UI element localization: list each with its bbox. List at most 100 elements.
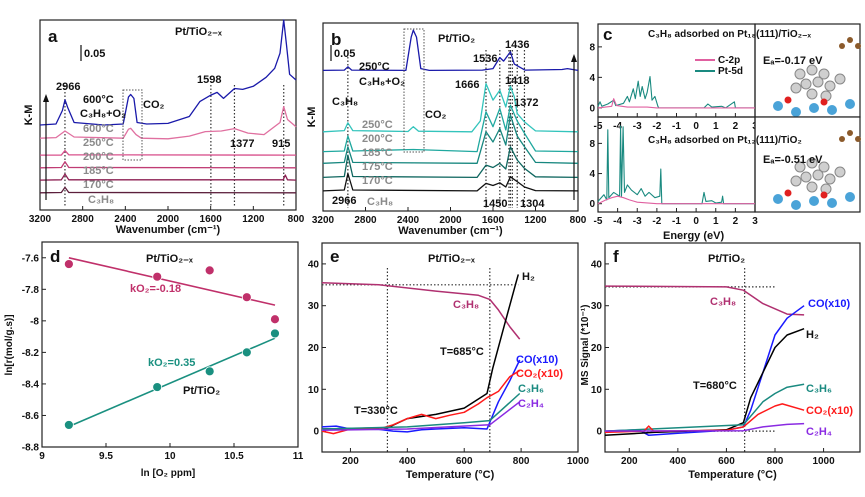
panel-label: a [48, 27, 58, 46]
annotation-label: 600°C [83, 94, 114, 106]
series-label: C₃H₈ [453, 299, 479, 311]
y-tick-label: 10 [308, 385, 320, 396]
series-label: C₂H₄ [806, 426, 832, 438]
annotation-label: 1377 [230, 138, 254, 150]
ti-atom [827, 105, 837, 115]
y-tick-label: 0 [313, 427, 319, 438]
x-tick-label: 1200 [242, 214, 265, 225]
series-label: CO₂(x10) [516, 368, 563, 380]
x-tick-label: 1200 [524, 215, 547, 226]
annotation-label: kO₂=0.35 [148, 357, 195, 369]
annotation-label: 175°C [362, 161, 393, 173]
x-tick-label: -1 [672, 121, 681, 132]
panel-c-bottom: -5 -4 -3 -2 -1 0 1 2 3 0 4 8 C₃H₈ adsorbed on Pt₁₂(1… [589, 116, 861, 227]
annotation-label: 200°C [362, 133, 393, 145]
series-line [321, 401, 521, 432]
series-line [322, 146, 579, 179]
ti-atom [809, 103, 819, 113]
plot-background [322, 243, 578, 452]
annotation-label: Pt/TiO₂₋ₓ [146, 253, 194, 265]
x-tick-label: 800 [570, 215, 587, 226]
panel-title: Pt/TiO₂₋ₓ [175, 26, 223, 38]
series-line [39, 186, 297, 194]
x-tick-label: 2 [733, 121, 739, 132]
x-tick-label: 9.5 [99, 451, 113, 462]
y-tick-label: 30 [308, 301, 320, 312]
co2-highlight-box [403, 28, 425, 153]
ti-atom [827, 198, 837, 208]
pt-atom [824, 173, 836, 185]
y-tick-label: 4 [589, 73, 595, 84]
panel-b: 3200 2800 2400 2000 1600 1200 800 b Pt/TiO₂ 0.05 K… [306, 22, 587, 237]
scale-bar-label: 0.05 [334, 48, 355, 60]
y-tick-label: -8 [30, 316, 39, 327]
ti-atom [791, 107, 801, 117]
x-tick-label: 200 [342, 456, 359, 467]
y-tick-label: 8 [589, 42, 595, 53]
x-tick-label: -5 [594, 216, 603, 227]
panel-e: 200 400 600 800 1000 0 10 20 30 40 e Pt/TiO₂₋ₓ Tempe… [308, 242, 590, 481]
series-line [321, 281, 521, 340]
series-line [322, 82, 579, 133]
x-tick-label: 3200 [312, 215, 335, 226]
annotation-label: C₃H₈ [88, 194, 114, 206]
scale-bar-label: 0.05 [84, 48, 105, 60]
x-tick-label: 600 [718, 456, 735, 467]
fit-line [68, 337, 276, 428]
x-tick-label: 1600 [482, 215, 505, 226]
annotation-label: 1450 [483, 198, 507, 210]
ti-atom [845, 99, 855, 109]
annotation-label: 600°C [83, 123, 114, 135]
y-tick-label: 20 [591, 343, 603, 354]
series-line [597, 76, 755, 109]
panel-label: e [330, 247, 339, 266]
x-tick-label: 1000 [567, 456, 590, 467]
ti-atom [773, 101, 783, 111]
x-tick-label: 10.5 [224, 451, 244, 462]
pt-atom [818, 161, 830, 173]
annotation-label: C₃H₈ [367, 196, 393, 208]
annotation-label: 170°C [362, 175, 393, 187]
ti-atom [845, 192, 855, 202]
data-point [270, 328, 280, 339]
dos-title: C₃H₈ adsorbed on Pt₁₂(111)/TiO₂ [648, 135, 802, 146]
series-line [604, 422, 805, 432]
annotation-label: 185°C [83, 165, 114, 177]
y-tick-label: -7.8 [22, 285, 40, 296]
x-tick-label: 400 [670, 456, 687, 467]
annotation-label: CO₂ [143, 99, 165, 111]
dos-title: C₃H₈ adsorbed on Pt₁₈(111)/TiO₂₋ₓ [648, 29, 811, 40]
legend-label: C-2p [718, 55, 740, 66]
x-tick-label: -4 [613, 216, 622, 227]
series-label: CO(x10) [516, 354, 559, 366]
annotation-label: 1372 [514, 97, 538, 109]
annotation-label: 2966 [56, 81, 80, 93]
x-tick-label: 2000 [157, 214, 180, 225]
x-tick-label: 3 [752, 216, 758, 227]
pt-atom [806, 88, 818, 100]
o-atom [820, 191, 828, 199]
panel-f: 200 400 600 800 1000 0 10 20 30 40 f Pt/TiO₂ Tempera… [580, 242, 861, 481]
annotation-label: 250°C [359, 61, 390, 73]
x-tick-label: -2 [652, 121, 661, 132]
series-line [39, 19, 297, 126]
annotation-label: 1536 [473, 53, 497, 65]
x-axis-label: Temperature (°C) [406, 469, 495, 481]
pt-atom [790, 82, 802, 94]
annotation-label: 250°C [83, 137, 114, 149]
x-axis-label: ln [O₂ ppm] [141, 468, 195, 479]
co2-highlight-box [122, 89, 143, 161]
x-tick-label: 800 [513, 456, 530, 467]
panel-label: f [613, 247, 619, 266]
adsorption-energy-label: Eₐ=-0.51 eV [763, 154, 823, 166]
x-tick-label: 0 [693, 121, 699, 132]
series-line [40, 149, 297, 156]
plot-frame [39, 19, 297, 211]
x-tick-label: 1000 [812, 456, 835, 467]
series-line [604, 383, 805, 432]
y-tick-label: 4 [589, 169, 595, 180]
pt-atom [834, 73, 846, 85]
annotation-label: 170°C [83, 179, 114, 191]
ti-atom [773, 194, 783, 204]
